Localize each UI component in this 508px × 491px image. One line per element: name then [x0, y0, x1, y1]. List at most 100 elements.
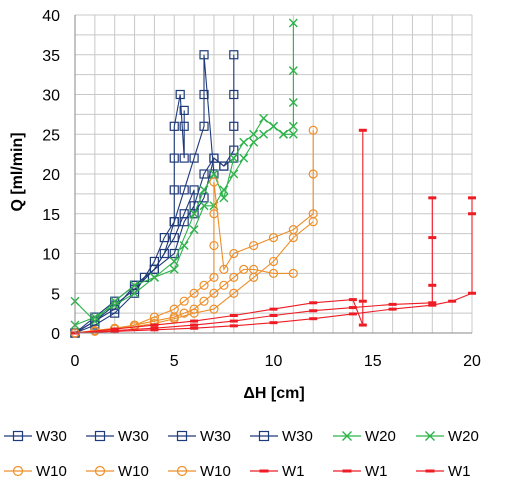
data-point	[269, 121, 278, 131]
data-point	[288, 129, 298, 139]
series-line	[74, 268, 294, 334]
data-point	[90, 312, 100, 322]
legend-label: W1	[282, 463, 305, 480]
legend-entry-w1: W1	[250, 463, 305, 480]
data-point	[199, 201, 209, 211]
legend-label: W30	[118, 428, 149, 445]
data-point	[189, 153, 199, 163]
data-point	[169, 185, 179, 195]
data-point	[209, 272, 219, 282]
y-tick-label: 35	[42, 48, 60, 65]
data-point	[169, 217, 179, 227]
y-tick-label: 30	[42, 88, 60, 105]
data-point	[130, 288, 140, 298]
data-point	[189, 225, 199, 235]
data-point	[199, 280, 209, 290]
data-point	[159, 233, 169, 243]
data-point	[94, 465, 106, 477]
legend-label: W10	[118, 463, 149, 480]
data-point	[179, 121, 189, 131]
x-axis-label: ΔH [cm]	[243, 385, 304, 402]
data-point	[179, 296, 189, 306]
data-point	[229, 288, 239, 298]
y-axis-label: Q [ml/min]	[9, 132, 26, 211]
data-point	[258, 430, 270, 442]
data-point	[209, 177, 219, 187]
x-tick-label: 20	[463, 353, 481, 370]
data-point	[130, 280, 140, 290]
data-point	[176, 430, 188, 442]
data-point	[249, 272, 259, 282]
x-tick-label: 10	[265, 353, 283, 370]
data-point	[199, 185, 209, 195]
data-point	[94, 430, 106, 442]
series-line	[74, 22, 294, 322]
data-point	[259, 113, 269, 123]
data-point	[12, 430, 24, 442]
data-point	[342, 431, 352, 441]
data-point	[209, 304, 219, 314]
series-layer	[70, 18, 476, 338]
data-point	[209, 153, 219, 163]
legend-label: W20	[448, 428, 479, 445]
data-point	[278, 129, 288, 139]
data-point	[288, 121, 298, 131]
x-tick-label: 0	[71, 353, 80, 370]
data-point	[308, 217, 318, 227]
data-point	[189, 185, 199, 195]
data-point	[199, 169, 209, 179]
data-point	[229, 50, 239, 60]
data-point	[189, 308, 199, 318]
legend-label: W1	[448, 463, 471, 480]
data-point	[259, 129, 269, 139]
data-point	[189, 201, 199, 211]
data-point	[199, 193, 209, 203]
data-point	[169, 233, 179, 243]
data-point	[179, 105, 189, 116]
data-point	[288, 268, 298, 278]
data-point	[229, 153, 239, 163]
data-point	[229, 169, 239, 179]
legend-label: W10	[200, 463, 231, 480]
data-point	[229, 89, 239, 100]
ticks: 0 5 10 15 20 0 5 10 15 20 25 30 35 40	[42, 8, 481, 370]
data-point	[199, 296, 209, 306]
y-tick-label: 15	[42, 207, 60, 224]
data-point	[209, 288, 219, 298]
data-point	[179, 241, 189, 251]
data-point	[199, 50, 209, 60]
y-tick-label: 25	[42, 127, 60, 144]
legend-label: W30	[36, 428, 67, 445]
data-point	[308, 125, 318, 135]
legend-label: W1	[365, 463, 388, 480]
y-tick-label: 5	[51, 286, 60, 303]
data-point	[229, 121, 239, 131]
y-tick-label: 0	[51, 326, 60, 343]
data-point	[149, 272, 159, 282]
legend-entry-w20: W20	[416, 428, 479, 445]
data-point	[288, 66, 298, 76]
data-point	[249, 129, 259, 139]
legend-entry-w1: W1	[416, 463, 471, 480]
data-point	[12, 465, 24, 477]
data-point	[199, 89, 209, 100]
legend-label: W20	[365, 428, 396, 445]
series-w20-4	[70, 18, 298, 326]
data-point	[425, 431, 435, 441]
data-point	[219, 185, 229, 195]
data-point	[229, 248, 239, 259]
data-point	[229, 272, 239, 282]
series-line	[74, 130, 314, 334]
data-point	[288, 18, 298, 28]
legend-entry-w10: W10	[86, 463, 149, 480]
data-point	[268, 256, 279, 267]
data-point	[179, 217, 189, 227]
data-point	[110, 300, 120, 310]
legend: W30 W30 W30 W30 W20 W20 W10 W10 W10 W1 W1 W1	[4, 428, 479, 480]
data-point	[169, 248, 179, 259]
data-point	[249, 240, 259, 251]
data-point	[179, 308, 189, 318]
data-point	[229, 153, 239, 163]
data-point	[169, 121, 179, 131]
data-point	[169, 264, 179, 274]
